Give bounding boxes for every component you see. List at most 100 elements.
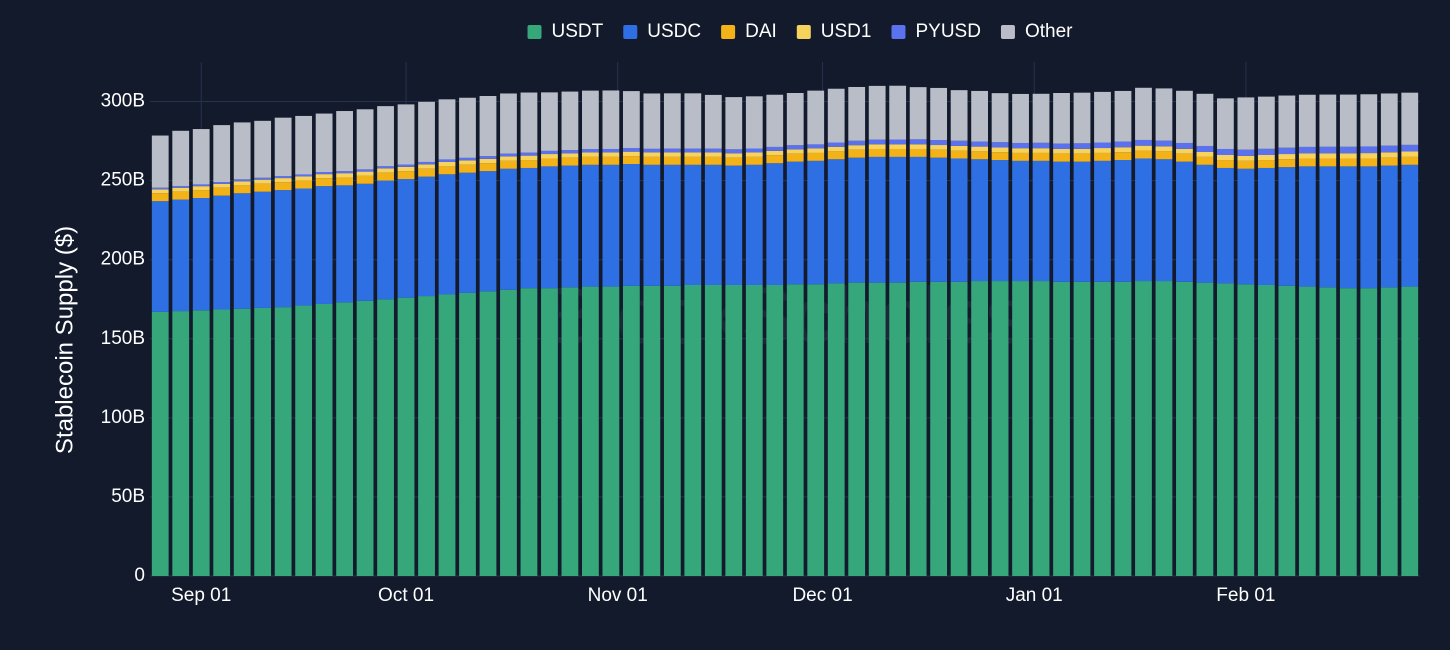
bar-segment [1237,155,1255,161]
bar-segment [766,163,784,285]
bar-segment [991,142,1009,148]
bar-segment [172,186,190,188]
bar-segment [909,144,927,149]
bar-segment [622,156,640,165]
bar-segment [479,156,497,159]
y-axis-label: Stablecoin Supply ($) [51,226,78,454]
bar-segment [991,281,1009,576]
bar-segment [704,148,722,153]
bar-segment [1012,142,1029,149]
bar-segment [356,183,374,301]
bar-segment [930,281,948,576]
bar-segment [356,169,374,172]
bar-segment [848,149,866,158]
bar-segment [745,148,763,153]
bar-segment [1176,161,1193,282]
bar-segment [1237,168,1255,285]
bar-segment [397,171,415,180]
bar-segment [766,155,784,164]
bar-segment [233,308,251,576]
bar-segment [1196,93,1214,146]
bar-segment [766,150,784,156]
bar-segment [684,156,702,165]
legend-item[interactable]: Other [1000,21,1073,42]
bar-segment [602,152,620,157]
bar-segment [1114,281,1132,576]
bar-segment [1360,153,1378,159]
bar-segment [663,148,681,153]
bar-segment [643,148,661,153]
legend-swatch [527,25,542,39]
bar-segment [643,152,661,157]
bar-segment [500,93,517,154]
bar-segment [438,159,456,162]
x-tick-label: Dec 01 [792,585,852,606]
bar-segment [1176,148,1193,154]
bar-segment [1339,146,1357,154]
bar-segment [1319,158,1337,167]
bar-segment [356,171,374,176]
bar-segment [971,151,988,160]
bars [151,85,1419,576]
bar-segment [192,190,210,199]
legend-label: USD1 [821,21,872,42]
bar-segment [602,148,620,153]
bar-segment [459,164,476,173]
bar-segment [213,182,231,184]
bar-segment [233,193,251,309]
legend-item[interactable]: USD1 [796,21,872,42]
bar-segment [1032,93,1050,143]
bar-segment [213,195,231,310]
bar-segment [192,186,210,191]
bar-segment [1196,164,1214,283]
bar-segment [1319,166,1337,288]
bar-segment [541,150,558,155]
bar-segment [315,174,333,179]
bar-segment [479,96,497,157]
bar-segment [930,145,948,150]
bar-segment [192,198,210,311]
bar-segment [1155,88,1173,141]
bar-segment [1319,153,1337,159]
legend-item[interactable]: USDT [527,21,604,42]
bar-segment [827,159,845,284]
bar-segment [602,90,620,149]
bar-segment [254,183,272,192]
bar-segment [438,174,456,295]
bar-segment [1380,93,1398,146]
bar-segment [827,88,845,143]
bar-segment [950,140,968,146]
bar-segment [1298,286,1316,576]
legend-item[interactable]: DAI [721,21,777,42]
bar-segment [745,164,763,285]
legend-item[interactable]: PYUSD [891,21,981,42]
bar-segment [582,286,599,576]
bar-segment [233,185,251,194]
bar-segment [151,187,169,190]
bar-segment [1380,165,1398,288]
bar-segment [827,283,845,576]
bar-segment [786,149,804,154]
bar-segment [1032,152,1050,161]
bar-segment [909,281,927,576]
bar-segment [889,85,907,140]
bar-segment [1257,96,1275,149]
bar-segment [254,177,272,180]
bar-segment [356,175,374,184]
x-tick-label: Jan 01 [1006,585,1063,606]
bar-segment [295,305,313,576]
bar-segment [479,171,497,292]
bar-segment [807,144,825,149]
bar-segment [582,90,599,150]
bar-segment [889,144,907,149]
bar-segment [909,139,927,145]
bar-segment [520,155,538,161]
bar-segment [971,141,988,147]
legend-item[interactable]: USDC [623,21,701,42]
bar-segment [315,186,333,304]
bar-segment [704,156,722,165]
bar-segment [622,91,640,149]
bar-segment [1380,287,1398,576]
bar-segment [479,158,497,164]
y-tick-label: 250B [101,170,145,191]
